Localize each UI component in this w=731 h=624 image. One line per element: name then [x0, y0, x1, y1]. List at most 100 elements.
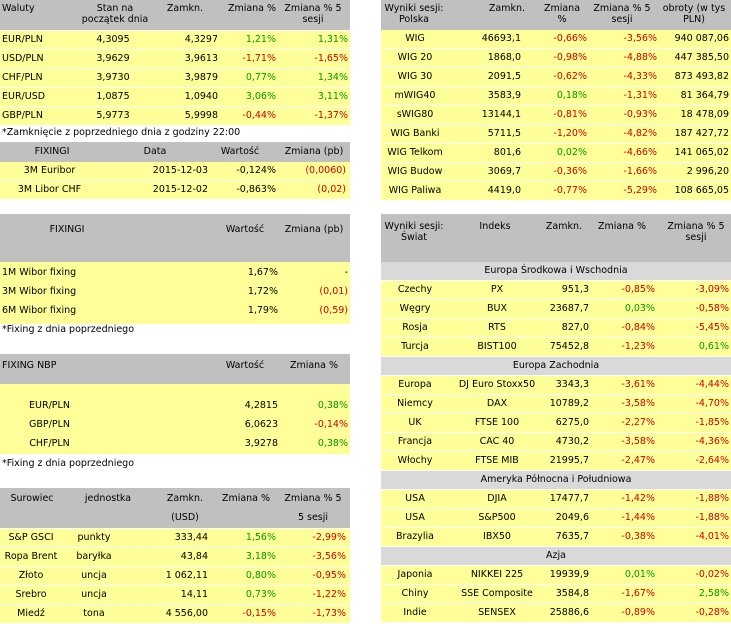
swiat-header-4: Zmiana % 5 sesji [667, 221, 725, 243]
nbp-body [0, 384, 350, 454]
swiat-cell: -0,38% [621, 531, 655, 542]
nbp-header-1: Wartość [225, 360, 265, 371]
fixing1-cell: 2015-12-02 [152, 184, 208, 195]
polska-cell: -0,81% [553, 109, 587, 120]
fixing1-header-2: Wartość [220, 146, 260, 157]
surowce-cell: tona [83, 608, 105, 619]
swiat-cell: Japonia [397, 569, 433, 580]
fixing2-cell: (0,01) [319, 286, 348, 297]
nbp-cell: 3,9278 [244, 438, 278, 449]
swiat-header-1: Indeks [479, 221, 511, 232]
nbp-cell: GBP/PLN [29, 419, 70, 430]
swiat-group-band [381, 471, 731, 489]
polska-cell: -4,66% [623, 147, 657, 158]
swiat-cell: -1,67% [621, 588, 655, 599]
polska-cell: 81 364,79 [680, 90, 729, 101]
swiat-cell: Włochy [397, 455, 433, 466]
waluty-cell: 1,34% [317, 72, 348, 83]
swiat-group-name: Europa Środkowa i Wschodnia [484, 265, 628, 276]
swiat-header [381, 214, 731, 262]
polska-row [381, 163, 731, 181]
swiat-cell: Niemcy [397, 398, 433, 409]
surowce-cell: 4 556,00 [165, 608, 208, 619]
waluty-row [0, 107, 350, 125]
swiat-cell: -3,09% [695, 284, 729, 295]
nbp-header [0, 354, 350, 384]
swiat-cell: 4730,2 [555, 436, 589, 447]
waluty-header-4: Zmiana % 5 sesji [284, 3, 342, 25]
swiat-cell: PX [490, 284, 504, 295]
fixing2-cell: 1M Wibor fixing [2, 267, 77, 278]
swiat-cell: -5,45% [695, 322, 729, 333]
swiat-cell: 3584,8 [555, 588, 589, 599]
swiat-cell: DAX [486, 398, 508, 409]
waluty-cell: 5,9998 [184, 110, 218, 121]
swiat-row [381, 509, 731, 527]
polska-cell: -0,62% [553, 71, 587, 82]
surowce-cell: 0,80% [245, 570, 276, 581]
swiat-cell: USA [405, 493, 425, 504]
polska-cell: -4,82% [623, 128, 657, 139]
surowce-cell: 0,73% [245, 589, 276, 600]
nbp-cell: 6,0623 [244, 419, 278, 430]
surowce-cell: uncja [81, 589, 107, 600]
swiat-cell: Rosja [402, 322, 428, 333]
swiat-row [381, 490, 731, 508]
swiat-cell: BIST100 [477, 341, 517, 352]
swiat-cell: 17477,7 [549, 493, 589, 504]
polska-cell: 0,02% [556, 147, 587, 158]
polska-row [381, 125, 731, 143]
surowce-cell: uncja [81, 570, 107, 581]
swiat-cell: 0,03% [624, 303, 655, 314]
surowce-cell: punkty [77, 532, 111, 543]
waluty-row [0, 88, 350, 106]
swiat-cell: 19939,9 [549, 569, 589, 580]
swiat-cell: -0,58% [695, 303, 729, 314]
nbp-cell: 0,38% [317, 438, 348, 449]
polska-cell: -1,31% [623, 90, 657, 101]
waluty-cell: -1,37% [314, 110, 348, 121]
surowce-header-4: Zmiana % 5 [284, 493, 342, 504]
swiat-row [381, 414, 731, 432]
waluty-cell: USD/PLN [2, 53, 44, 64]
swiat-cell: BUX [487, 303, 507, 314]
fixing1-header-1: Data [143, 146, 167, 157]
waluty-cell: 3,06% [245, 91, 276, 102]
fixing2-header-2: Zmiana (pb) [284, 224, 344, 235]
fixing2-body [0, 262, 350, 324]
swiat-cell: -4,70% [695, 398, 729, 409]
fixing1-cell: (0,02) [317, 184, 346, 195]
swiat-group-band [381, 357, 731, 375]
polska-cell: WIG 30 [397, 71, 433, 82]
polska-row [381, 68, 731, 86]
waluty-note: *Zamknięcie z poprzedniego dnia z godzin… [2, 127, 241, 138]
polska-cell: -0,93% [623, 109, 657, 120]
fixing2-cell: - [344, 267, 348, 278]
swiat-cell: 0,61% [698, 341, 729, 352]
fixing2-cell: 1,72% [247, 286, 278, 297]
swiat-group-band [381, 547, 731, 565]
polska-row [381, 49, 731, 67]
waluty-cell: -1,71% [242, 53, 276, 64]
nbp-note: *Fixing z dnia poprzedniego [2, 458, 135, 469]
swiat-cell: DJIA [487, 493, 507, 504]
surowce-cell: Złoto [18, 570, 44, 581]
swiat-row [381, 338, 731, 356]
waluty-cell: EUR/PLN [2, 34, 43, 45]
surowce-cell: 3,18% [245, 551, 276, 562]
polska-cell: 141 065,02 [674, 147, 729, 158]
polska-cell: -0,98% [553, 52, 587, 63]
swiat-cell: CAC 40 [479, 436, 515, 447]
surowce-cell: -0,95% [312, 570, 346, 581]
swiat-cell: 951,3 [561, 284, 589, 295]
surowce-cell: 333,44 [174, 532, 208, 543]
nbp-cell: 0,38% [317, 400, 348, 411]
waluty-cell: 3,9730 [96, 72, 130, 83]
polska-cell: 801,6 [493, 147, 521, 158]
waluty-cell: 5,9773 [96, 110, 130, 121]
polska-cell: sWIG80 [396, 109, 434, 120]
swiat-cell: 3343,3 [555, 379, 589, 390]
waluty-cell: 3,9879 [184, 72, 218, 83]
surowce-header-3: Zmiana % [221, 493, 271, 504]
nbp-header-0: FIXING NBP [2, 360, 57, 371]
